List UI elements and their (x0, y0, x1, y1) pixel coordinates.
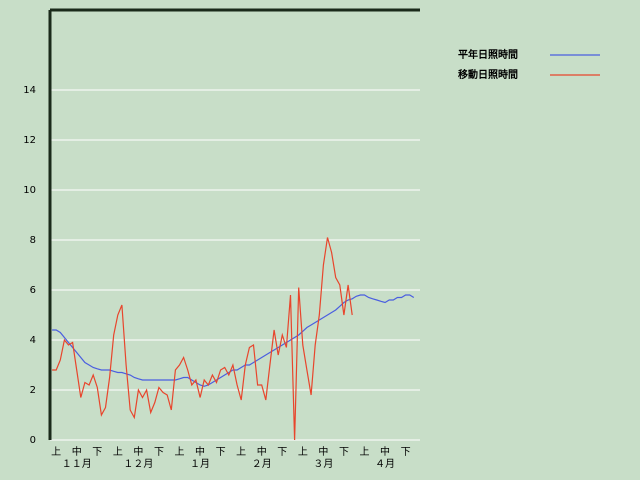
y-tick-label: 12 (23, 135, 36, 146)
x-tick-label: 上 (51, 446, 61, 458)
x-tick-label: 中 (195, 445, 205, 458)
x-tick-label: 下 (401, 447, 411, 458)
series-line (52, 294, 415, 387)
x-tick-label: 上 (298, 446, 308, 458)
y-tick-label: 14 (23, 85, 36, 96)
x-tick-label: 下 (154, 447, 164, 458)
x-tick-label: 上 (360, 446, 370, 458)
x-tick-label: 下 (216, 447, 226, 458)
y-tick-label: 0 (30, 435, 36, 446)
month-label: １１月 (62, 458, 92, 470)
x-tick-label: 上 (113, 446, 123, 458)
x-tick-label: 下 (92, 447, 102, 458)
x-tick-label: 上 (175, 446, 185, 458)
y-tick-label: 10 (23, 185, 36, 196)
y-tick-label: 2 (30, 385, 36, 396)
x-tick-label: 中 (380, 445, 390, 458)
x-tick-label: 中 (133, 445, 143, 458)
x-tick-label: 中 (72, 445, 82, 458)
month-label: ４月 (375, 458, 395, 470)
x-tick-label: 上 (236, 446, 246, 458)
x-tick-label: 下 (277, 447, 287, 458)
month-label: １２月 (123, 458, 153, 470)
x-tick-label: 下 (339, 447, 349, 458)
legend-label: 移動日照時間 (458, 68, 518, 81)
x-tick-label: 中 (318, 445, 328, 458)
y-tick-label: 6 (30, 285, 36, 296)
y-tick-label: 4 (30, 335, 36, 346)
series-line (52, 237, 353, 441)
month-label: １月 (190, 458, 210, 470)
month-label: ２月 (252, 458, 272, 470)
month-label: ３月 (313, 458, 333, 470)
y-tick-label: 8 (30, 235, 36, 246)
x-tick-label: 中 (257, 445, 267, 458)
legend-label: 平年日照時間 (458, 48, 518, 61)
